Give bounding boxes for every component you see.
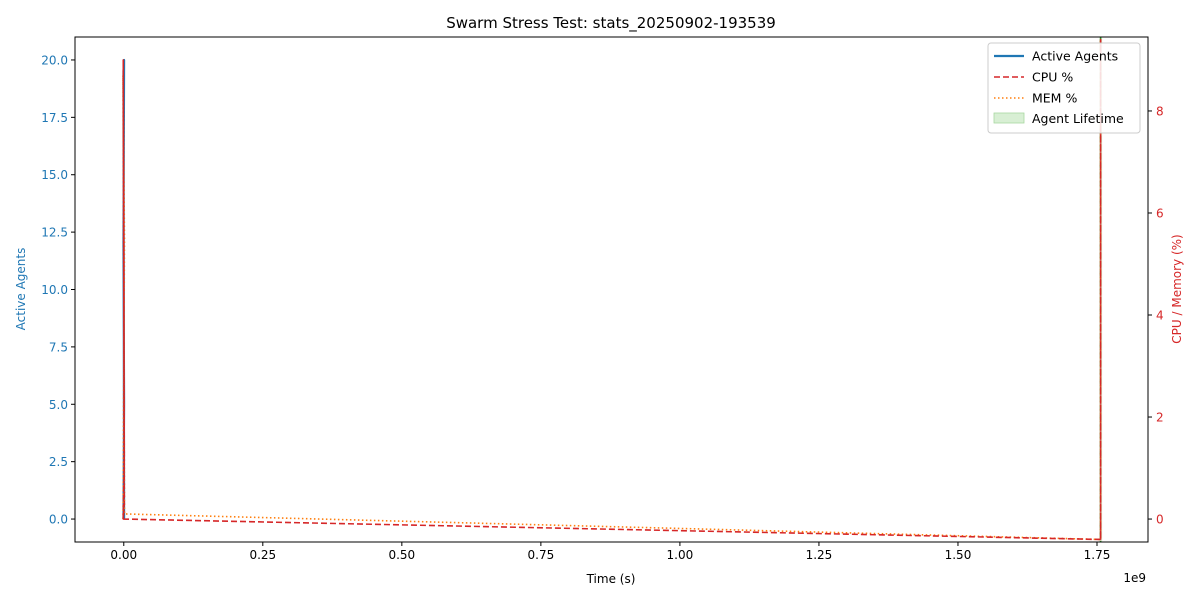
- chart-title: Swarm Stress Test: stats_20250902-193539: [446, 14, 776, 33]
- y-right-tick-label: 4: [1156, 309, 1164, 323]
- x-offset-label: 1e9: [1123, 571, 1146, 585]
- y-left-axis-label: Active Agents: [14, 248, 28, 331]
- legend-box: [987, 42, 1141, 134]
- y-left-tick-label: 2.5: [49, 455, 68, 469]
- legend-label-mem: MEM %: [1032, 91, 1077, 106]
- y-left-axis-ticks: 0.0 2.5 5.0 7.5 10.0 12.5 15.0 17.5 20.0: [41, 53, 75, 527]
- y-right-tick-label: 8: [1156, 104, 1164, 118]
- x-tick-label: 0.75: [528, 548, 555, 562]
- x-axis-label: Time (s): [586, 572, 636, 586]
- y-right-tick-label: 0: [1156, 513, 1164, 527]
- y-left-tick-label: 10.0: [41, 283, 68, 297]
- y-left-tick-label: 5.0: [49, 398, 68, 412]
- x-tick-label: 0.50: [388, 548, 415, 562]
- plot-frame: [74, 36, 1149, 543]
- x-tick-label: 0.00: [110, 548, 137, 562]
- y-left-tick-label: 17.5: [41, 111, 68, 125]
- plot-area: [75, 37, 1148, 542]
- legend-label-lifetime: Agent Lifetime: [1032, 111, 1124, 126]
- y-right-axis-label: CPU / Memory (%): [1170, 234, 1184, 343]
- x-tick-label: 1.75: [1084, 548, 1111, 562]
- x-tick-label: 1.00: [667, 548, 694, 562]
- y-left-tick-label: 20.0: [41, 53, 68, 67]
- legend-label-cpu: CPU %: [1032, 70, 1073, 85]
- y-left-tick-label: 12.5: [41, 226, 68, 240]
- x-axis-ticks: 0.00 0.25 0.50 0.75 1.00 1.25 1.50 1.75: [110, 542, 1110, 562]
- y-right-tick-label: 6: [1156, 206, 1164, 220]
- y-left-tick-label: 7.5: [49, 340, 68, 354]
- legend-swatch-lifetime: [993, 112, 1025, 124]
- legend: Active Agents CPU % MEM % Agent Lifetime: [987, 42, 1141, 134]
- legend-label-active-agents: Active Agents: [1032, 49, 1118, 64]
- y-left-tick-label: 0.0: [49, 513, 68, 527]
- y-left-tick-label: 15.0: [41, 168, 68, 182]
- x-tick-label: 0.25: [249, 548, 276, 562]
- x-tick-label: 1.50: [945, 548, 972, 562]
- y-right-axis-ticks: 0 2 4 6 8: [1148, 104, 1164, 527]
- y-right-tick-label: 2: [1156, 411, 1164, 425]
- x-tick-label: 1.25: [806, 548, 833, 562]
